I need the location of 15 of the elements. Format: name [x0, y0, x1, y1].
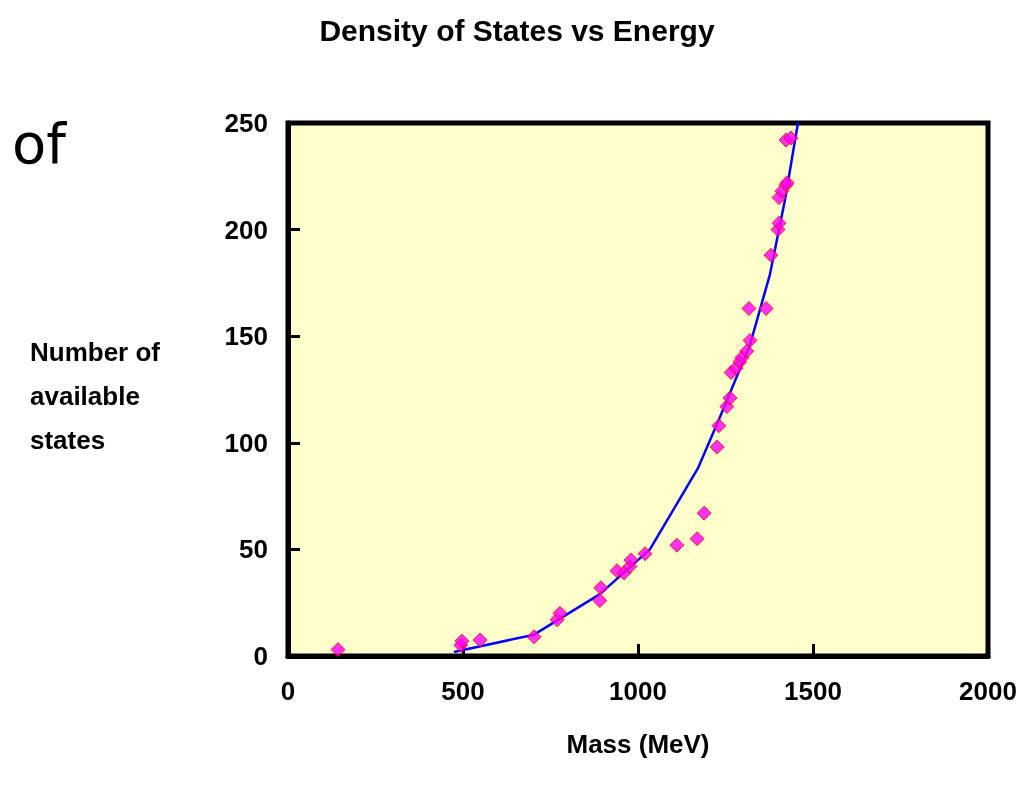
x-tick-label: 1500: [784, 676, 842, 706]
y-tick-label: 250: [224, 108, 268, 138]
x-axis-title: Mass (MeV): [566, 729, 710, 759]
text: of: [12, 110, 68, 176]
y-tick-label: 100: [224, 427, 268, 458]
x-tick-label: 2000: [959, 676, 1017, 706]
y-tick-label: 0: [253, 641, 268, 671]
chart-title: Density of States vs Energy: [319, 13, 715, 47]
y-tick-label: 150: [224, 321, 268, 352]
y-tick-label: 200: [224, 214, 268, 245]
y-axis-title: Number of available states: [30, 337, 161, 455]
x-tick-label: 0: [280, 676, 296, 706]
x-tick-label: 1000: [609, 676, 667, 706]
x-tick-label: 500: [441, 676, 485, 706]
y-tick-label: 50: [239, 534, 268, 565]
